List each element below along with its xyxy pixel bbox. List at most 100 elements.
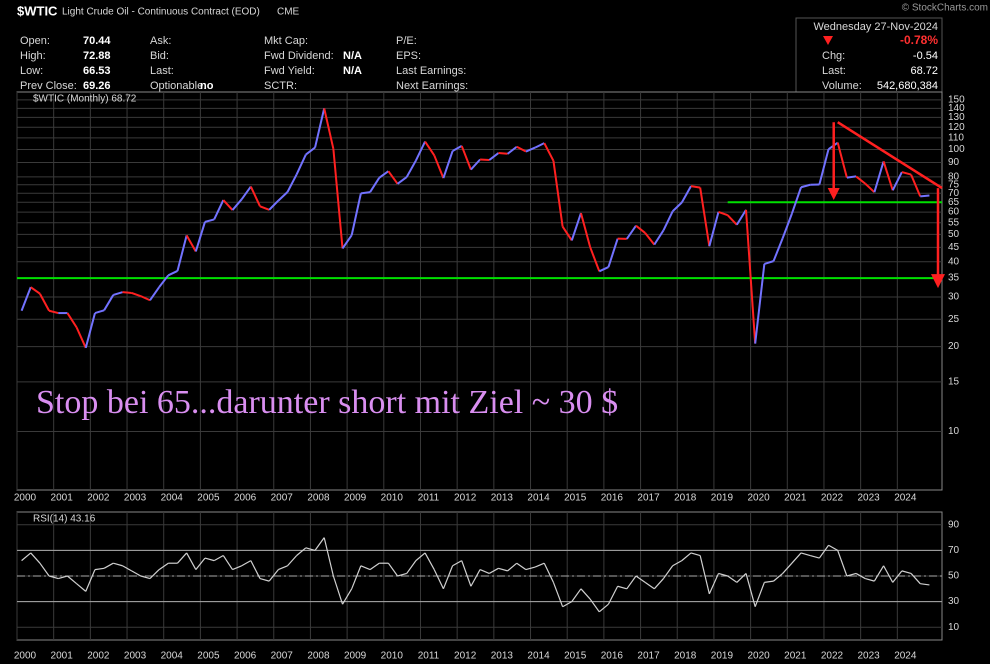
price-segment <box>754 263 766 344</box>
price-segment <box>378 170 389 179</box>
x-tick-label: 2004 <box>161 493 184 504</box>
x-tick-label: 2018 <box>674 651 697 662</box>
price-segment <box>901 570 912 575</box>
price-segment <box>846 175 857 179</box>
price-segment <box>424 552 435 570</box>
x-tick-label: 2019 <box>711 651 734 662</box>
price-segment <box>790 186 802 215</box>
price-segment <box>726 214 738 226</box>
price-segment <box>250 560 261 579</box>
price-segment <box>460 145 472 170</box>
field-label: Volume: <box>822 80 862 92</box>
price-segment <box>222 199 234 211</box>
price-segment <box>865 577 875 582</box>
x-tick-label: 2013 <box>491 651 514 662</box>
price-segment <box>480 158 490 162</box>
y-tick-label: 110 <box>948 133 964 144</box>
price-segment <box>213 199 225 220</box>
price-segment <box>342 588 353 605</box>
x-tick-label: 2001 <box>51 493 74 504</box>
price-segment <box>305 146 316 156</box>
price-segment <box>112 291 123 296</box>
price-segment <box>736 573 747 583</box>
field-label: SCTR: <box>264 80 297 92</box>
field-label: Next Earnings: <box>396 80 468 92</box>
annotation: Stop bei 65...darunter short mit Ziel ~ … <box>36 384 618 421</box>
price-segment <box>800 183 811 189</box>
price-segment <box>452 145 463 152</box>
x-tick-label: 2022 <box>821 651 844 662</box>
field-label: Chg: <box>822 50 845 62</box>
panel <box>16 91 943 491</box>
price-segment <box>85 569 96 592</box>
price-segment <box>470 569 481 587</box>
price-segment <box>314 108 326 148</box>
price-segment <box>828 544 839 551</box>
price-segment <box>48 309 59 315</box>
price-segment <box>589 598 600 613</box>
price-segment <box>589 246 601 272</box>
price-segment <box>883 565 894 583</box>
x-tick-label: 2013 <box>491 493 514 504</box>
price-segment <box>415 552 426 562</box>
x-tick-label: 2024 <box>894 651 917 662</box>
price-segment <box>772 237 784 262</box>
price-segment <box>442 565 454 590</box>
price-segment <box>607 238 619 268</box>
x-tick-label: 2022 <box>821 493 844 504</box>
price-segment <box>433 154 445 179</box>
field-value: N/A <box>343 50 362 62</box>
field-value: 542,680,384 <box>877 80 938 92</box>
price-segment <box>259 577 270 582</box>
price-segment <box>76 583 87 592</box>
price-segment <box>369 177 381 193</box>
x-tick-label: 2000 <box>14 651 37 662</box>
field-label: P/E: <box>396 35 417 47</box>
x-tick-label: 2012 <box>454 493 477 504</box>
price-segment <box>259 205 270 211</box>
price-segment <box>149 286 160 301</box>
field-label: Open: <box>20 35 50 47</box>
price-segment <box>48 575 59 580</box>
price-segment <box>718 572 728 577</box>
x-tick-label: 2016 <box>601 651 624 662</box>
price-segment <box>167 270 178 277</box>
y-tick-label: 10 <box>948 622 960 633</box>
field-value: 72.88 <box>83 50 111 62</box>
x-tick-label: 2011 <box>418 493 440 504</box>
price-segment <box>452 560 463 567</box>
price-segment <box>543 142 555 162</box>
price-segment <box>570 212 582 241</box>
x-tick-label: 2018 <box>674 493 697 504</box>
price-segment <box>222 555 233 570</box>
price-segment <box>131 291 142 298</box>
y-tick-label: 50 <box>948 571 960 582</box>
price-segment <box>561 226 573 241</box>
price-segment <box>598 603 609 613</box>
price-segment <box>873 161 885 193</box>
price-segment <box>690 552 701 557</box>
price-segment <box>240 185 252 200</box>
price-segment <box>579 212 592 248</box>
x-tick-label: 2009 <box>344 651 367 662</box>
instrument-name: Light Crude Oil - Continuous Contract (E… <box>62 7 260 18</box>
field-value: 69.26 <box>83 80 111 92</box>
price-segment <box>864 182 876 193</box>
price-segment <box>625 225 637 240</box>
price-segment <box>754 582 765 607</box>
x-tick-label: 2023 <box>858 651 881 662</box>
field-label: Last: <box>150 65 174 77</box>
price-segment <box>543 562 554 583</box>
price-segment <box>910 573 921 585</box>
price-segment <box>708 573 720 595</box>
price-segment <box>810 554 820 559</box>
y-tick-label: 25 <box>948 314 960 325</box>
price-segment <box>836 142 848 178</box>
arrow-head <box>931 274 945 289</box>
price-segment <box>855 175 866 185</box>
price-segment <box>387 170 399 185</box>
price-segment <box>818 544 830 559</box>
x-tick-label: 2002 <box>87 493 110 504</box>
price-segment <box>122 565 132 572</box>
price-segment <box>58 575 68 580</box>
